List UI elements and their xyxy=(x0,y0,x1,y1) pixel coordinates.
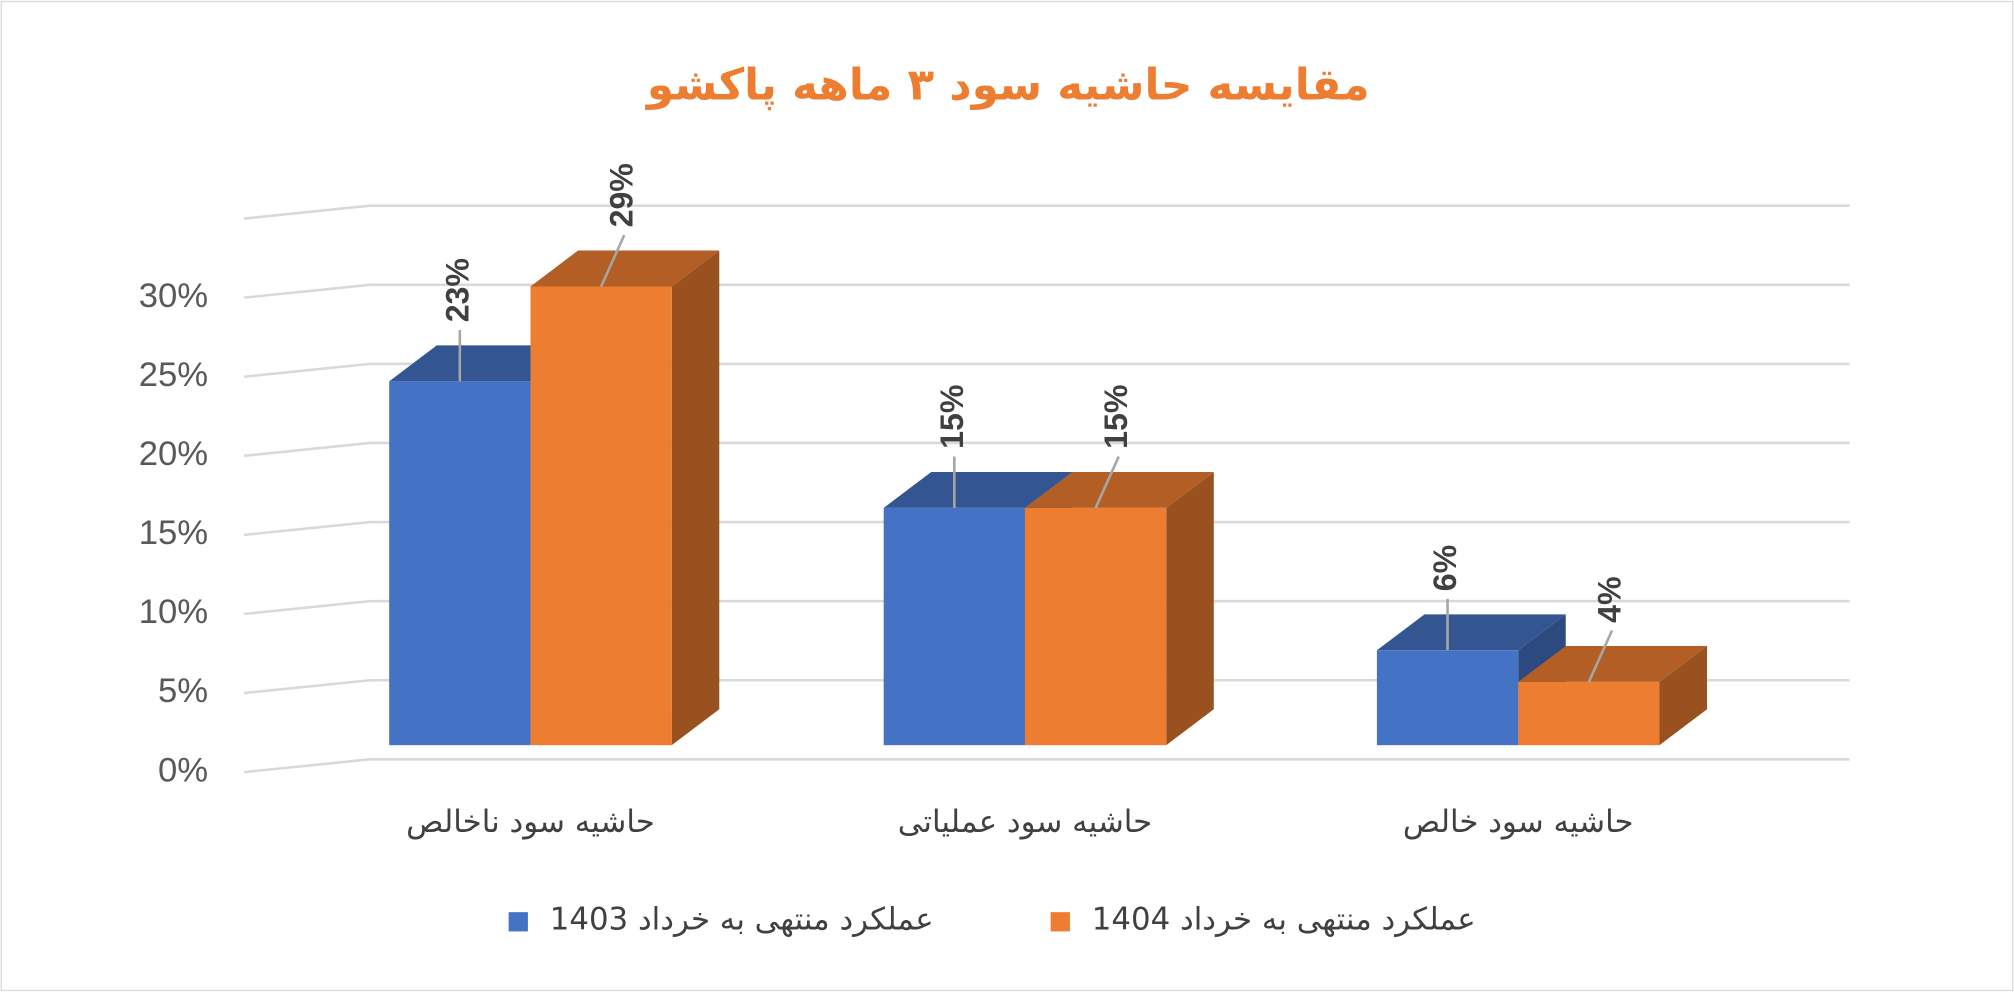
value-label: 4% xyxy=(1591,576,1627,622)
grid-line xyxy=(243,758,1850,774)
leader-line xyxy=(599,234,626,288)
grid-line xyxy=(243,520,1850,537)
bar-top xyxy=(1024,471,1214,508)
value-label: 23% xyxy=(439,258,475,322)
y-tick-label: 25% xyxy=(139,356,208,394)
grid-line xyxy=(243,599,1850,616)
grid-line xyxy=(243,204,1850,220)
grid-line xyxy=(243,362,1850,379)
bar xyxy=(883,507,1025,746)
legend-label: عملکرد منتهی به خرداد 1404 xyxy=(1092,902,1476,938)
y-tick-label: 10% xyxy=(139,593,208,631)
legend-swatch xyxy=(1050,912,1070,932)
y-tick-label: 15% xyxy=(139,514,208,552)
value-label: 15% xyxy=(1098,385,1134,449)
y-tick-label: 5% xyxy=(158,672,208,710)
grid-line xyxy=(243,678,1850,695)
leader-line xyxy=(1094,456,1120,509)
value-label: 29% xyxy=(604,163,640,227)
y-tick-label: 20% xyxy=(139,435,208,473)
grid-line xyxy=(243,283,1850,299)
bar-top xyxy=(530,250,720,287)
leader-line xyxy=(1587,630,1614,683)
x-tick-label: حاشیه سود ناخالص xyxy=(406,804,655,840)
bar-top xyxy=(1376,614,1566,651)
value-label: 6% xyxy=(1427,545,1463,591)
x-tick-label: حاشیه سود عملیاتی xyxy=(898,804,1152,840)
bar-side xyxy=(671,250,720,746)
bar-top xyxy=(1518,645,1708,682)
y-tick-label: 30% xyxy=(139,277,208,315)
bar xyxy=(1518,681,1660,746)
bar xyxy=(1376,650,1519,746)
x-tick-label: حاشیه سود خالص xyxy=(1403,804,1634,840)
bar xyxy=(1024,507,1167,746)
value-label: 15% xyxy=(934,385,970,449)
legend-swatch xyxy=(508,912,528,932)
bar xyxy=(530,286,672,746)
bar-side xyxy=(1659,645,1708,746)
bar-top xyxy=(883,471,1073,508)
bar xyxy=(389,381,531,746)
chart-title: مقایسه حاشیه سود ۳ ماهه پاکشو xyxy=(645,60,1370,111)
grid-line xyxy=(243,441,1850,458)
bar-side xyxy=(1166,471,1214,746)
legend-label: عملکرد منتهی به خرداد 1403 xyxy=(550,902,934,938)
y-tick-label: 0% xyxy=(158,751,208,789)
